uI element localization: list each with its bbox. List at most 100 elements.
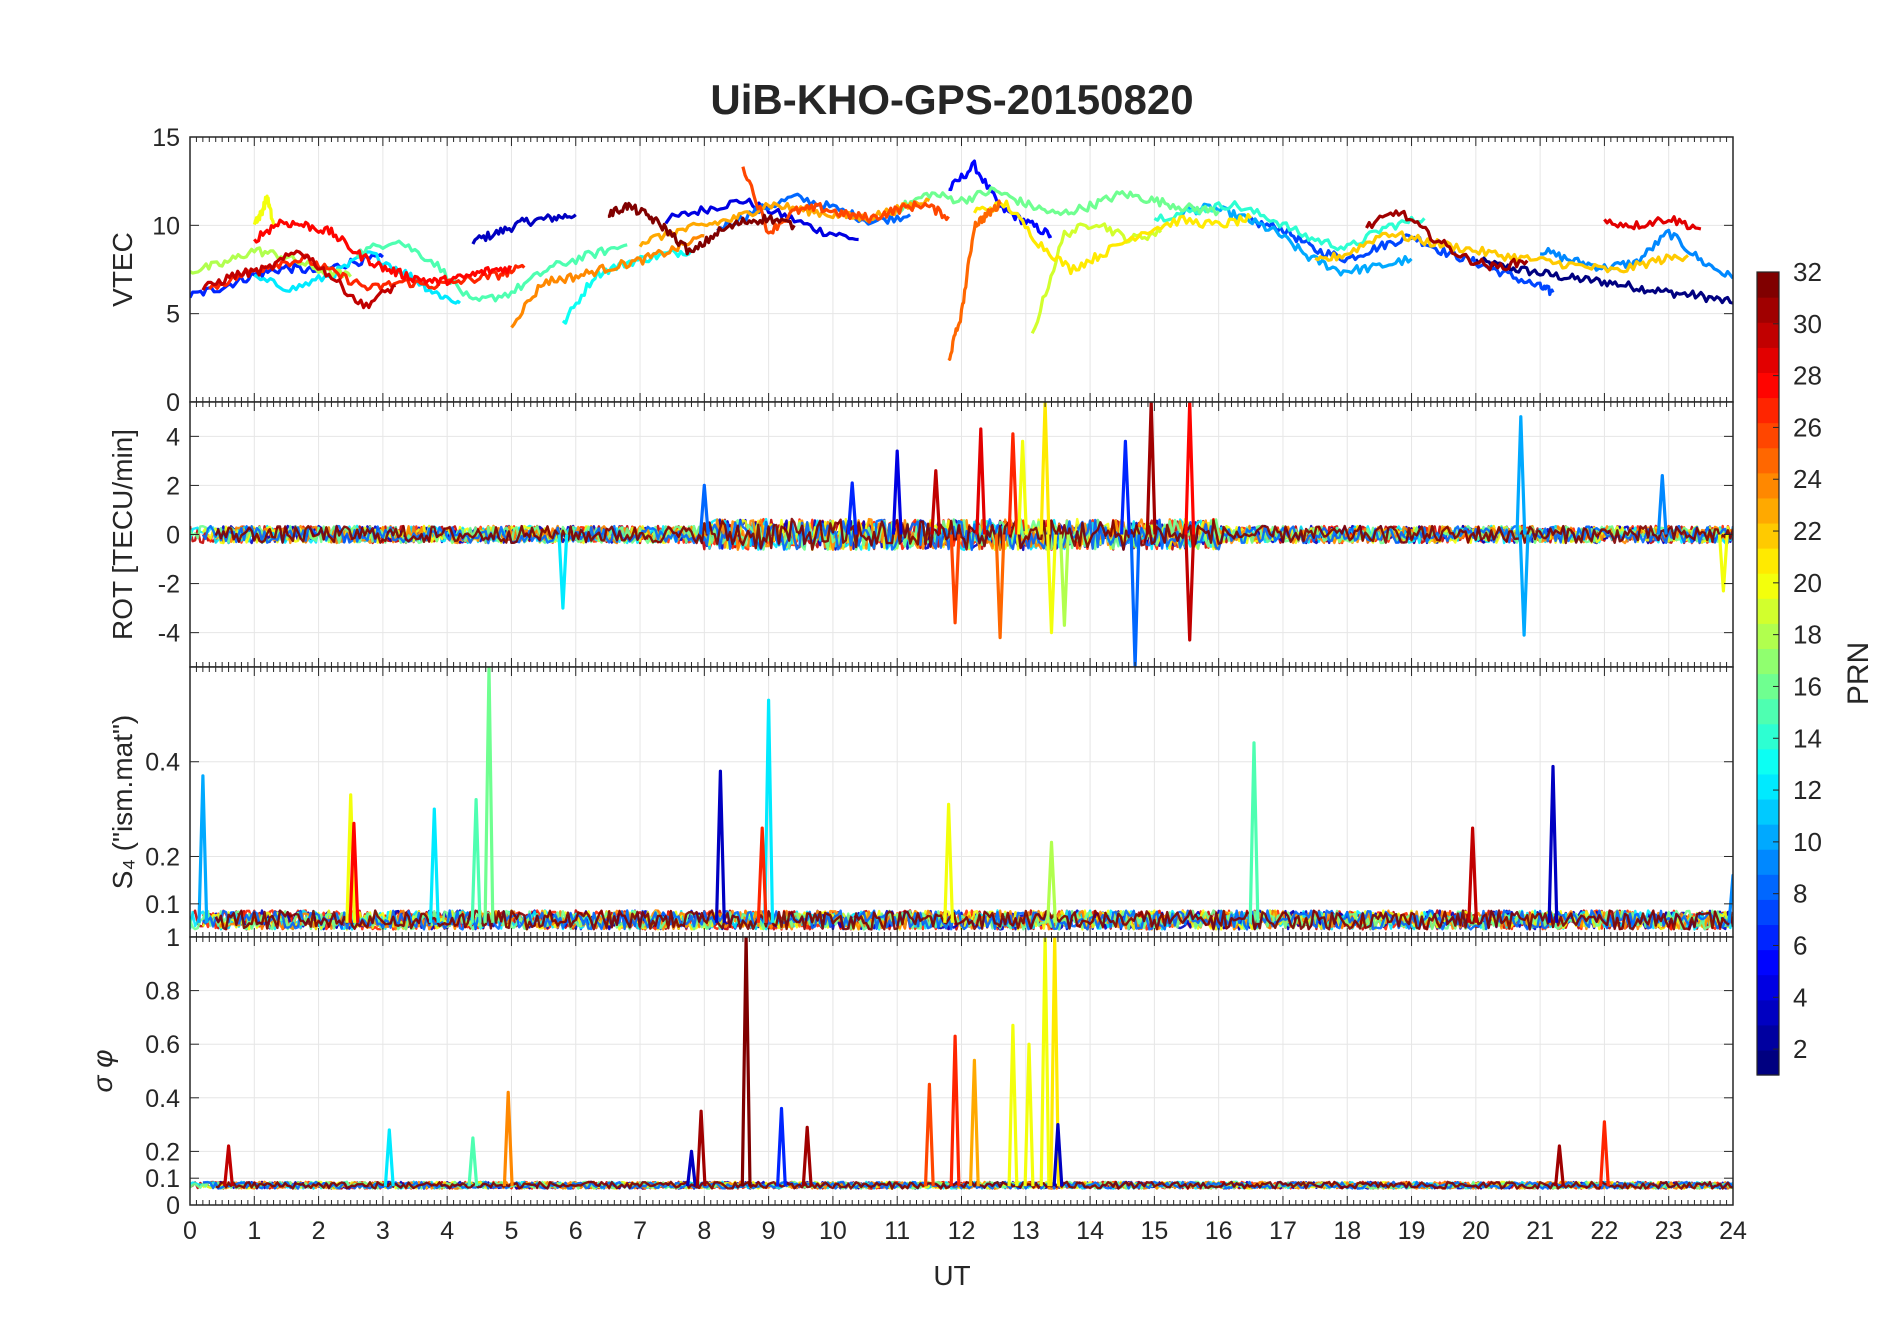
y-tick-label: 5 <box>166 301 180 329</box>
x-tick-labels: 0 1 2 3 4 5 6 7 8 9 10 11 12 13 14 15 16 17 18 19 20 21 22 23 24 <box>183 1217 1747 1245</box>
series-prn-28 <box>253 218 513 287</box>
spike-prn-3 <box>686 1149 697 1187</box>
colorbar-tick-label: 4 <box>1793 982 1807 1012</box>
colorbar-tick-label: 22 <box>1793 516 1822 546</box>
series-prn-15 <box>355 239 628 303</box>
y-tick-label: 2 <box>166 472 180 500</box>
colorbar-segment <box>1757 573 1779 599</box>
colorbar-segment <box>1757 824 1779 850</box>
x-tick-label: 15 <box>1140 1217 1168 1245</box>
series-prn-20 <box>252 194 276 226</box>
series-prn-21 <box>972 199 1253 276</box>
spike-prn-28 <box>348 821 360 923</box>
colorbar-segment <box>1757 548 1779 574</box>
spike-prn-31 <box>801 1125 813 1187</box>
spike-prn-27 <box>949 1034 961 1187</box>
y-tick-label: 0 <box>166 1192 180 1220</box>
spike-prn-25 <box>994 534 1006 640</box>
spike-prn-31 <box>1145 402 1157 535</box>
x-tick-label: 16 <box>1205 1217 1233 1245</box>
spike-prn-28 <box>1184 402 1196 535</box>
spike-prn-21 <box>1049 937 1061 1187</box>
y-tick-label: 4 <box>166 423 180 451</box>
x-tick-label: 3 <box>376 1217 390 1245</box>
series-prn-31 <box>1365 209 1529 272</box>
series-prn-5 <box>948 159 1053 239</box>
colorbar-segment <box>1757 497 1779 524</box>
series-prn-3 <box>471 213 577 245</box>
y-tick-label: 0.1 <box>145 1165 180 1193</box>
y-tick-label: 10 <box>152 212 180 240</box>
panel-vtec: 0 5 10 15 VTEC <box>107 124 1734 417</box>
colorbar-segment <box>1757 673 1779 700</box>
spike-prn-6 <box>776 1106 787 1187</box>
colorbar-tick-label: 10 <box>1793 827 1822 857</box>
x-tick-label: 4 <box>440 1217 454 1245</box>
colorbar-tick-label: 2 <box>1793 1034 1807 1064</box>
colorbar-segment <box>1757 899 1779 926</box>
colorbar-segment <box>1757 999 1779 1026</box>
spike-prn-8 <box>1129 534 1141 667</box>
spike-prn-31 <box>1554 1144 1565 1187</box>
colorbar-segment <box>1757 472 1779 499</box>
spike-prn-12 <box>383 1128 395 1187</box>
spike-prn-18 <box>1046 840 1057 923</box>
spike-prn-4 <box>891 449 903 535</box>
spike-prn-20 <box>1039 937 1051 1187</box>
colorbar-segment <box>1757 372 1779 399</box>
series-prn-12 <box>253 250 462 305</box>
series-prn-27 <box>208 253 526 292</box>
spike-prn-10 <box>197 774 209 923</box>
colorbar-tick-label: 32 <box>1793 257 1822 287</box>
spike-prn-23 <box>968 1058 980 1187</box>
spike-prn-30 <box>1467 826 1479 923</box>
series-prn-26 <box>741 166 950 235</box>
colorbar-label: PRN <box>1842 642 1875 705</box>
colorbar-segment <box>1757 1049 1779 1076</box>
x-tick-label: 19 <box>1398 1217 1426 1245</box>
y-tick-label: 0.2 <box>145 1138 180 1166</box>
y-tick-label: -4 <box>158 620 180 648</box>
colorbar-segment <box>1757 322 1779 348</box>
x-tick-label: 9 <box>762 1217 776 1245</box>
spike-prn-3 <box>1547 764 1559 923</box>
x-tick-label: 1 <box>247 1217 261 1245</box>
colorbar-segment <box>1757 949 1779 976</box>
spike-prn-27 <box>1599 1120 1610 1187</box>
series-prn-22 <box>1314 230 1689 274</box>
colorbar-tick-label: 16 <box>1793 671 1822 701</box>
colorbar-tick-label: 14 <box>1793 723 1822 753</box>
y-axis-label-sigma: σ φ <box>87 1050 118 1093</box>
x-tick-label: 11 <box>884 1217 910 1245</box>
spike-prn-26 <box>923 1082 935 1187</box>
spike-prn-32 <box>740 937 752 1187</box>
spike-prn-6 <box>846 481 858 535</box>
y-axis-label-vtec: VTEC <box>107 232 138 307</box>
y-axis-label-s4: S₄ ("ism.mat") <box>107 715 138 889</box>
colorbar-tick-label: 8 <box>1793 879 1807 909</box>
series-group-sigma <box>190 937 1733 1190</box>
x-tick-label: 13 <box>1012 1217 1040 1245</box>
spike-prn-3 <box>1052 1123 1064 1187</box>
series-prn-29 <box>1603 215 1702 231</box>
spike-prn-31 <box>695 1109 707 1187</box>
y-tick-label: 0.4 <box>145 1085 180 1113</box>
colorbar-segment <box>1757 447 1779 474</box>
x-tick-label: 21 <box>1526 1217 1554 1245</box>
x-tick-label: 17 <box>1269 1217 1297 1245</box>
x-tick-label: 22 <box>1591 1217 1619 1245</box>
colorbar-segment <box>1757 773 1779 800</box>
spike-prn-30 <box>930 469 942 535</box>
series-group-s4 <box>190 667 1733 931</box>
chart-title: UiB-KHO-GPS-20150820 <box>710 76 1193 123</box>
y-tick-label: 15 <box>152 124 180 152</box>
y-tick-label: 0 <box>166 522 180 550</box>
x-tick-label: 6 <box>569 1217 583 1245</box>
x-tick-label: 7 <box>633 1217 647 1245</box>
spike-prn-29 <box>975 427 987 535</box>
colorbar-segment <box>1757 272 1779 298</box>
y-tick-label: 1 <box>166 924 180 952</box>
colorbar-segment <box>1757 874 1779 900</box>
x-tick-label: 2 <box>312 1217 326 1245</box>
